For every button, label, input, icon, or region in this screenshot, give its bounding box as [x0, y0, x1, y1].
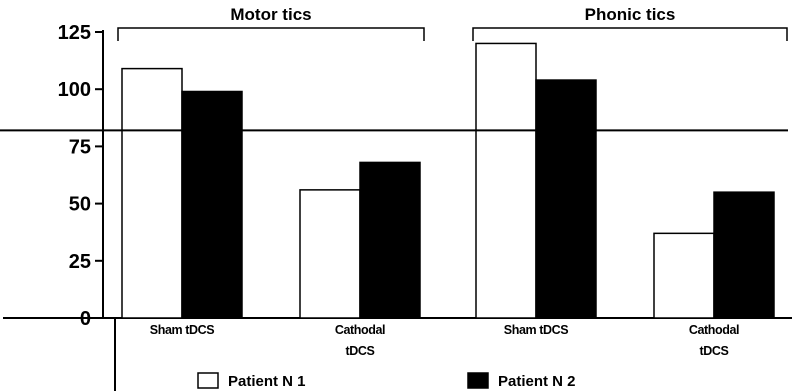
y-tick-label: 100 [58, 79, 91, 101]
group-label: Phonic tics [585, 5, 676, 24]
group-bracket [117, 27, 425, 41]
legend-swatch [197, 372, 219, 389]
y-tick-label: 125 [58, 22, 91, 44]
bar [713, 191, 775, 319]
x-tick-label: Sham tDCS [150, 323, 215, 337]
x-tick-label: tDCS [700, 344, 729, 358]
y-tick-label: 25 [69, 251, 91, 273]
bar [475, 42, 537, 319]
x-tick-label: tDCS [346, 344, 375, 358]
bars [121, 42, 775, 319]
group-label: Motor tics [230, 5, 311, 24]
bar [535, 79, 597, 319]
y-tick-label: 50 [69, 194, 91, 216]
x-axis: Sham tDCS Cathodal tDCS Sham tDCS Cathodal tD… [150, 323, 740, 358]
legend: Patient N 1 Patient N 2 [197, 372, 576, 390]
legend-label: Patient N 2 [498, 373, 576, 390]
bar [121, 67, 183, 319]
x-tick-label: Cathodal [335, 323, 385, 337]
bar [359, 161, 421, 319]
chart-frame [3, 317, 116, 391]
y-tick-label: 75 [69, 136, 91, 158]
legend-label: Patient N 1 [228, 373, 306, 390]
bar [299, 189, 361, 319]
legend-swatch [467, 372, 489, 389]
bar [181, 90, 243, 319]
x-tick-label: Sham tDCS [504, 323, 569, 337]
group-brackets: Motor tics Phonic tics [117, 5, 788, 41]
group-bracket [472, 27, 788, 41]
bar [653, 232, 715, 319]
y-tick-label: 0 [80, 308, 91, 330]
x-tick-label: Cathodal [689, 323, 739, 337]
